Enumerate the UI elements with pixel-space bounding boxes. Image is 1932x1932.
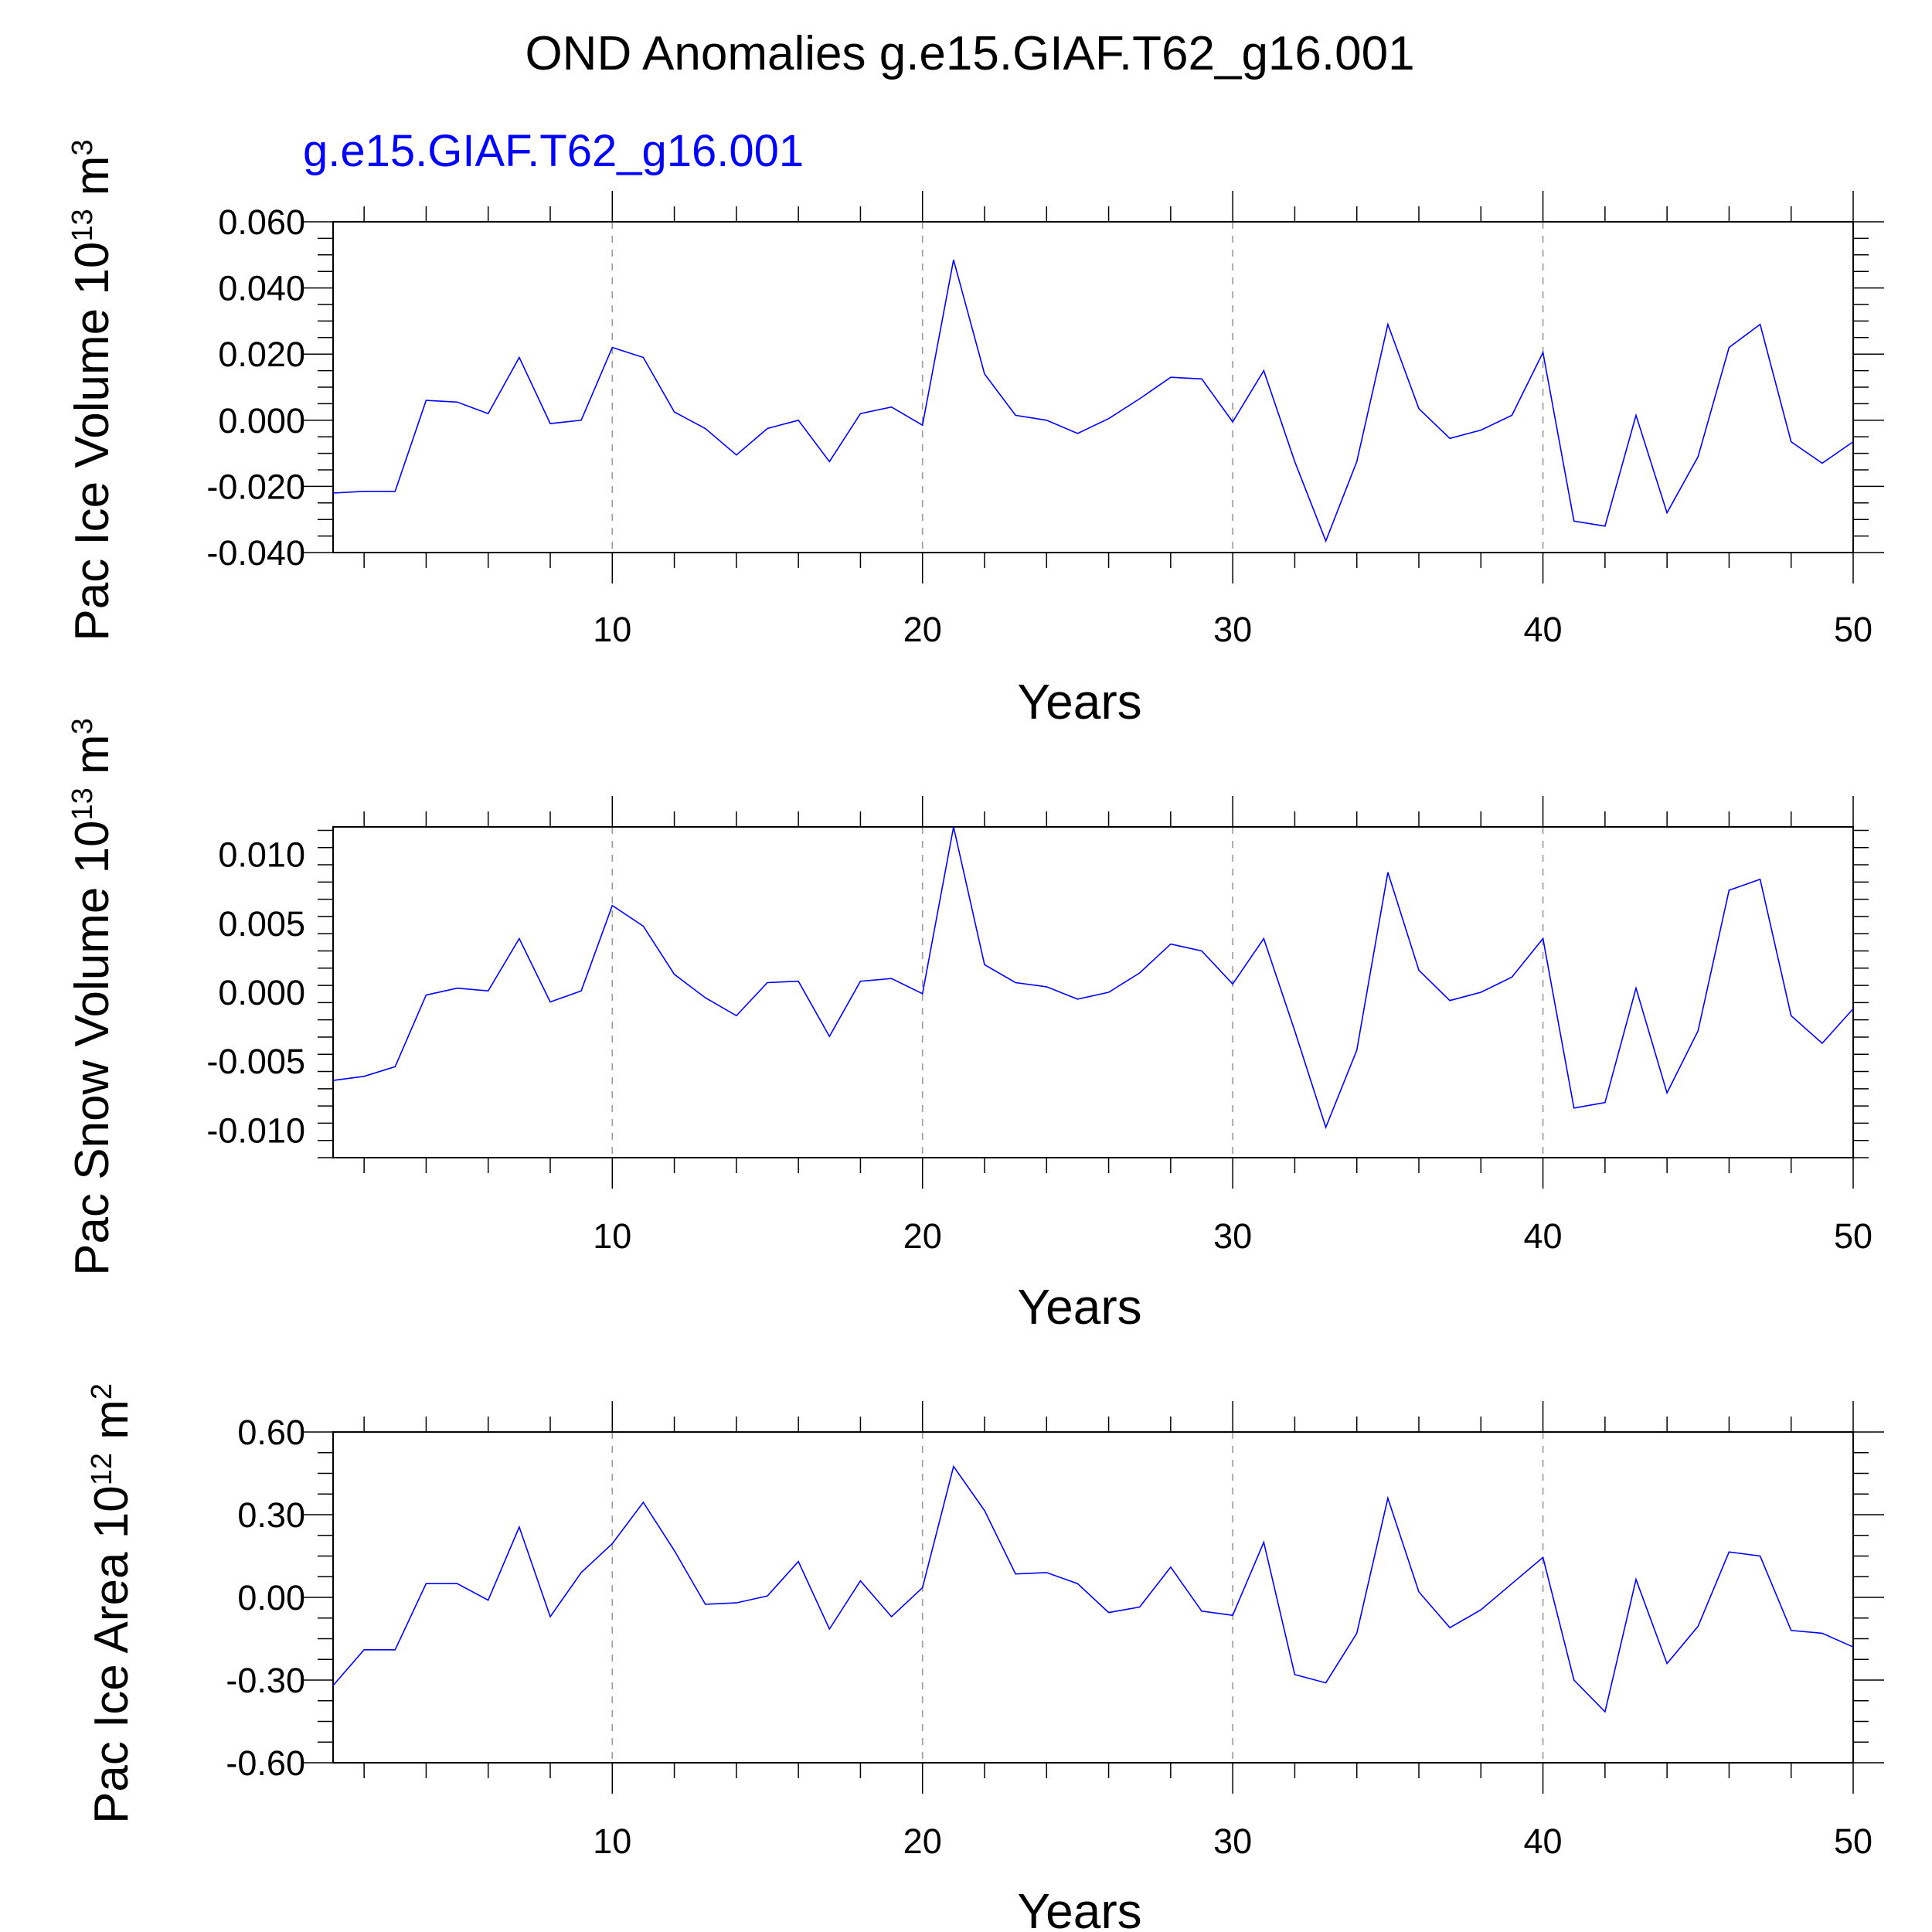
y-axis-label-part: Pac Snow Volume 10 [66, 820, 119, 1275]
y-tick-label: 0.00 [237, 1578, 305, 1617]
y-axis-label-superscript: 3 [66, 718, 99, 734]
chart-title: OND Anomalies g.e15.GIAF.T62_g16.001 [525, 27, 1414, 80]
chart-panel-3: -0.60 -0.30 0.00 0.30 0.60 10 20 30 40 50 Years Pac… [85, 1383, 1884, 1932]
panels-group: -0.040 -0.020 0.000 0.020 0.040 0.060 10 20 30 40… [66, 139, 1884, 1932]
chart-panel-1: -0.040 -0.020 0.000 0.020 0.040 0.060 10 20 30 40… [66, 139, 1884, 730]
y-axis-label: Pac Ice Volume 1013 m3 [66, 139, 119, 641]
y-tick-label: 0.005 [218, 904, 305, 944]
series-line [332, 1464, 1854, 1713]
y-tick-label: 0.30 [237, 1495, 305, 1535]
y-tick-label: 0.60 [237, 1413, 305, 1452]
y-axis-label-part: Pac Ice Volume 10 [66, 242, 119, 641]
y-tick-label: -0.005 [206, 1042, 305, 1081]
y-axis-label: Pac Snow Volume 1013 m3 [66, 718, 119, 1276]
y-tick-label: -0.30 [226, 1661, 305, 1700]
y-axis-label-superscript: 12 [86, 1453, 118, 1485]
y-axis-label: Pac Ice Area 1012 m2 [85, 1383, 138, 1824]
x-tick-label: 20 [903, 1821, 942, 1861]
x-tick-label: 20 [903, 610, 942, 649]
x-tick-label: 20 [903, 1216, 942, 1256]
y-axis-label-part: m [85, 1400, 138, 1453]
x-tick-label: 50 [1834, 1216, 1872, 1256]
chart-subtitle: g.e15.GIAF.T62_g16.001 [303, 126, 804, 176]
y-tick-label: -0.020 [206, 467, 305, 506]
y-tick-label: 0.040 [218, 269, 305, 308]
series-line [332, 826, 1854, 1130]
x-tick-label: 10 [593, 610, 631, 649]
y-axis-label-superscript: 2 [86, 1383, 118, 1400]
x-axis-label: Years [1017, 1883, 1141, 1932]
y-tick-label: 0.000 [218, 973, 305, 1012]
plot-frame [332, 826, 1854, 1158]
plot-frame [332, 221, 1854, 553]
series-line [332, 259, 1854, 543]
x-tick-label: 30 [1213, 610, 1252, 649]
y-axis-label-part: m [66, 156, 119, 209]
y-tick-label: -0.010 [206, 1111, 305, 1150]
y-axis-label-superscript: 13 [66, 787, 99, 820]
x-tick-label: 30 [1213, 1821, 1252, 1861]
y-tick-label: 0.020 [218, 335, 305, 374]
x-tick-label: 50 [1834, 610, 1872, 649]
x-tick-label: 40 [1524, 1821, 1563, 1861]
x-tick-label: 10 [593, 1821, 631, 1861]
x-tick-label: 10 [593, 1216, 631, 1256]
x-tick-label: 50 [1834, 1821, 1872, 1861]
y-tick-label: -0.040 [206, 533, 305, 573]
x-tick-label: 40 [1524, 1216, 1563, 1256]
y-axis-label-superscript: 13 [66, 209, 99, 241]
x-tick-label: 40 [1524, 610, 1563, 649]
y-axis-label-part: Pac Ice Area 10 [85, 1485, 138, 1824]
y-tick-label: 0.010 [218, 835, 305, 875]
x-axis-label: Years [1017, 1279, 1141, 1335]
y-tick-label: -0.60 [226, 1743, 305, 1783]
x-axis-label: Years [1017, 674, 1141, 730]
x-tick-label: 30 [1213, 1216, 1252, 1256]
y-axis-label-superscript: 3 [66, 139, 99, 155]
y-tick-label: 0.000 [218, 401, 305, 440]
y-tick-label: 0.060 [218, 202, 305, 242]
chart-panel-2: -0.010 -0.005 0.000 0.005 0.010 10 20 30 40 50 Yea… [66, 718, 1872, 1335]
y-axis-label-part: m [66, 734, 119, 787]
